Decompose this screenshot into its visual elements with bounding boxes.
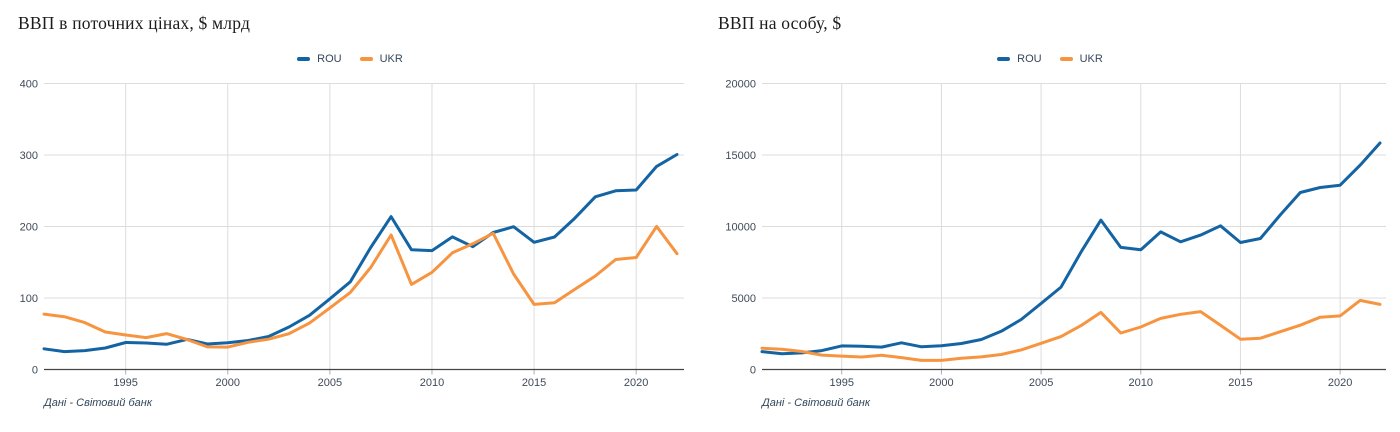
y-axis-tick-label: 15000 xyxy=(725,150,756,162)
legend-item-rou: ROU xyxy=(297,53,342,65)
legend-item-ukr: UKR xyxy=(1059,53,1103,65)
y-axis-tick-label: 200 xyxy=(20,222,38,234)
ukr-line-swatch-icon xyxy=(1059,57,1073,61)
gridlines xyxy=(762,83,1386,370)
legend-gdp-total: ROU UKR xyxy=(0,52,700,66)
series-line-ukr xyxy=(760,298,1382,362)
gdp-per-capita-chart-panel: ВВП на особу, $ ROU UKR 0 5000 10000 15000 2… xyxy=(700,0,1400,432)
y-axis-tick-label: 5000 xyxy=(732,293,756,305)
x-axis-tick-label: 2020 xyxy=(624,377,648,389)
y-axis-tick-label: 400 xyxy=(20,79,38,91)
series-line-rou xyxy=(42,153,679,354)
gdp-per-capita-line-chart: 0 5000 10000 15000 20000 1995 2000 2005 2010 2015… xyxy=(725,79,1386,389)
legend-label-ukr: UKR xyxy=(1079,53,1103,65)
legend-item-rou: ROU xyxy=(997,53,1042,65)
x-axis-tick-label: 2005 xyxy=(1029,377,1053,389)
y-axis-tick-label: 0 xyxy=(32,365,38,377)
y-axis-tick-label: 100 xyxy=(20,293,38,305)
gridlines xyxy=(44,83,684,370)
gdp-total-chart-panel: ВВП в поточних цінах, $ млрд ROU UKR 0 10… xyxy=(0,13,700,409)
legend-label-rou: ROU xyxy=(317,53,342,65)
y-axis-tick-label: 300 xyxy=(20,150,38,162)
chart-title-gdp-per-capita: ВВП на особу, $ xyxy=(718,13,842,33)
x-axis-tick-label: 2020 xyxy=(1328,377,1352,389)
legend-item-ukr: UKR xyxy=(359,53,403,65)
x-axis-tick-label: 1995 xyxy=(113,377,137,389)
x-axis-tick-label: 2000 xyxy=(216,377,240,389)
legend-gdp-per-capita: ROU UKR xyxy=(700,52,1400,66)
chart-title-gdp-total: ВВП в поточних цінах, $ млрд xyxy=(18,13,251,33)
legend-label-ukr: UKR xyxy=(379,53,403,65)
x-axis-tick-label: 2010 xyxy=(420,377,444,389)
ukr-line-swatch-icon xyxy=(359,57,373,61)
x-axis-tick-label: 2015 xyxy=(1228,377,1252,389)
source-note: Дані - Світовий банк xyxy=(762,397,871,409)
rou-line-swatch-icon xyxy=(997,57,1011,61)
x-axis-tick-label: 2005 xyxy=(318,377,342,389)
rou-line-swatch-icon xyxy=(297,57,311,61)
y-axis-tick-label: 10000 xyxy=(725,222,756,234)
series-line-ukr xyxy=(42,224,679,349)
x-axis-tick-label: 2015 xyxy=(522,377,546,389)
x-axis-tick-label: 1995 xyxy=(829,377,853,389)
x-axis-tick-label: 2010 xyxy=(1129,377,1153,389)
y-axis-tick-label: 20000 xyxy=(725,79,756,91)
x-axis-tick-label: 2000 xyxy=(929,377,953,389)
series-line-rou xyxy=(760,141,1382,356)
gdp-total-line-chart: 0 100 200 300 400 1995 2000 2005 2010 2015 2020 xyxy=(20,79,684,389)
legend-label-rou: ROU xyxy=(1017,53,1042,65)
source-note: Дані - Світовий банк xyxy=(44,397,153,409)
y-axis-tick-label: 0 xyxy=(750,365,756,377)
